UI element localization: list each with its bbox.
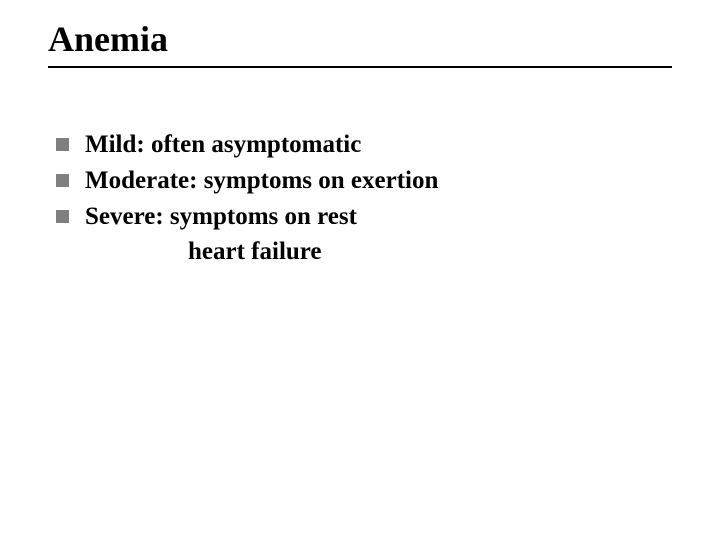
list-item: Mild: often asymptomatic bbox=[56, 128, 672, 162]
sub-line: heart failure bbox=[48, 235, 672, 269]
bullet-text: Mild: often asymptomatic bbox=[85, 128, 361, 162]
square-bullet-icon bbox=[56, 174, 69, 187]
square-bullet-icon bbox=[56, 210, 69, 223]
bullet-text: Moderate: symptoms on exertion bbox=[85, 164, 438, 198]
slide-title: Anemia bbox=[48, 18, 672, 60]
square-bullet-icon bbox=[56, 138, 69, 151]
bullet-list: Mild: often asymptomatic Moderate: sympt… bbox=[48, 128, 672, 233]
title-underline bbox=[48, 66, 672, 68]
slide-container: Anemia Mild: often asymptomatic Moderate… bbox=[0, 0, 720, 269]
list-item: Severe: symptoms on rest bbox=[56, 200, 672, 234]
bullet-text: Severe: symptoms on rest bbox=[85, 200, 357, 234]
list-item: Moderate: symptoms on exertion bbox=[56, 164, 672, 198]
